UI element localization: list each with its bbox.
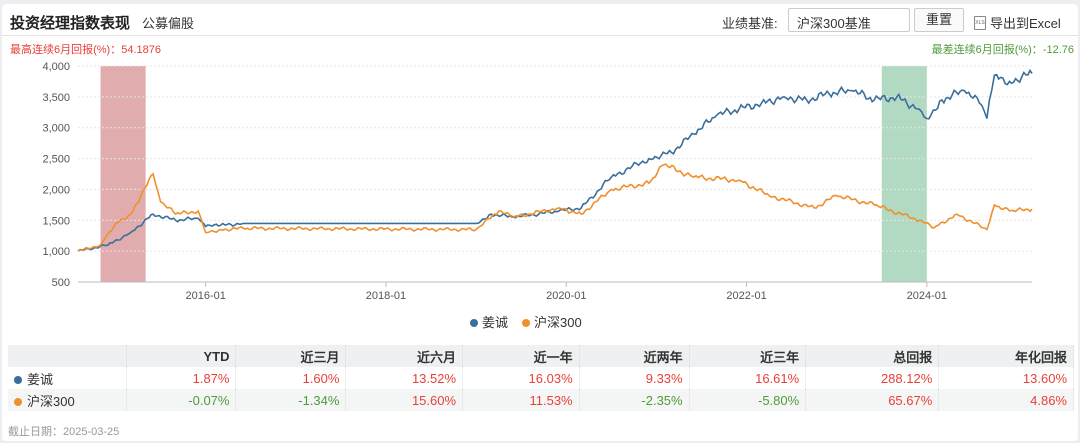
- best-6m-return: 最高连续6月回报(%)：54.1876: [10, 44, 161, 56]
- subtitle: 公募偏股: [142, 16, 195, 31]
- y-tick-label: 1,000: [42, 246, 70, 258]
- return-cell: 11.53%: [462, 389, 580, 411]
- row-name: 沪深300: [8, 389, 127, 411]
- row-label: 沪深300: [27, 393, 75, 409]
- x-tick-label: 2018-01: [366, 290, 406, 302]
- x-tick-label: 2022-01: [726, 290, 766, 302]
- y-tick-label: 500: [52, 277, 70, 289]
- return-cell: 13.52%: [345, 367, 464, 389]
- column-header: 年化回报: [938, 345, 1074, 367]
- y-tick-label: 3,000: [42, 123, 70, 135]
- return-cell: 1.87%: [126, 367, 237, 389]
- as-of-date: 截止日期：2025-03-25: [8, 426, 120, 438]
- column-header: 近一年: [462, 345, 580, 367]
- worst-period-band: [881, 66, 927, 282]
- xls-file-icon: XLS: [974, 15, 986, 30]
- legend-item-manager[interactable]: 姜诚: [470, 312, 508, 331]
- return-cell: 1.60%: [235, 367, 347, 389]
- benchmark-select[interactable]: 沪深300基准: [788, 8, 910, 32]
- return-cell: -5.80%: [689, 389, 807, 411]
- y-tick-label: 1,500: [42, 215, 70, 227]
- legend: 姜诚 沪深300: [470, 312, 582, 331]
- return-cell: -0.07%: [126, 389, 237, 411]
- series-line-manager: [77, 68, 1033, 252]
- legend-label: 沪深300: [534, 315, 582, 330]
- column-header: YTD: [126, 345, 237, 367]
- x-tick-label: 2024-01: [907, 290, 947, 302]
- return-cell: -2.35%: [579, 389, 690, 411]
- return-cell: 9.33%: [579, 367, 690, 389]
- return-cell: 16.03%: [462, 367, 580, 389]
- worst-6m-return: 最差连续6月回报(%)：-12.76: [931, 44, 1074, 56]
- return-cell: 15.60%: [345, 389, 464, 411]
- return-cell: 4.86%: [938, 389, 1074, 411]
- series-line-benchmark: [77, 163, 1033, 252]
- column-header: 近三月: [235, 345, 347, 367]
- export-label: 导出到Excel: [990, 16, 1061, 31]
- header: 投资经理指数表现 公募偏股 业绩基准: 沪深300基准 重置 XLS 导出到Exc…: [2, 4, 1078, 36]
- table-row: 沪深300 -0.07% -1.34% 15.60% 11.53% -2.35% -5.80…: [8, 389, 1074, 411]
- reset-button[interactable]: 重置: [914, 8, 964, 32]
- column-header: [8, 345, 127, 367]
- row-name: 姜诚: [8, 367, 127, 389]
- table-row: 姜诚 1.87% 1.60% 13.52% 16.03% 9.33% 16.61% 288.1…: [8, 367, 1074, 389]
- x-tick-label: 2020-01: [546, 290, 586, 302]
- benchmark-label: 业绩基准:: [722, 16, 778, 31]
- y-tick-label: 3,500: [42, 92, 70, 104]
- page-title: 投资经理指数表现: [10, 15, 131, 32]
- row-label: 姜诚: [27, 371, 54, 387]
- legend-label: 姜诚: [482, 315, 509, 330]
- series-dot-icon: [14, 397, 22, 406]
- column-header: 近六月: [345, 345, 464, 367]
- returns-table: YTD 近三月 近六月 近一年 近两年 近三年 总回报 年化回报 姜诚 1.87% 1.60% 13…: [8, 345, 1074, 411]
- column-header: 总回报: [805, 345, 940, 367]
- series-dot-icon: [14, 375, 22, 384]
- x-tick-label: 2016-01: [186, 290, 226, 302]
- return-cell: 13.60%: [938, 367, 1074, 389]
- return-cell: 288.12%: [805, 367, 940, 389]
- line-chart: 500 1,000 1,500 2,000 2,500 3,000 3,500 4,000 20…: [42, 61, 1033, 302]
- best-period-band: [100, 66, 146, 282]
- column-header: 近三年: [689, 345, 807, 367]
- legend-item-benchmark[interactable]: 沪深300: [522, 312, 582, 331]
- return-cell: 16.61%: [689, 367, 807, 389]
- y-tick-label: 2,500: [42, 154, 70, 166]
- return-cell: -1.34%: [235, 389, 347, 411]
- export-excel-button[interactable]: XLS 导出到Excel: [974, 13, 1061, 32]
- y-tick-label: 2,000: [42, 184, 70, 196]
- return-cell: 65.67%: [805, 389, 940, 411]
- y-tick-label: 4,000: [42, 61, 70, 73]
- column-header: 近两年: [579, 345, 690, 367]
